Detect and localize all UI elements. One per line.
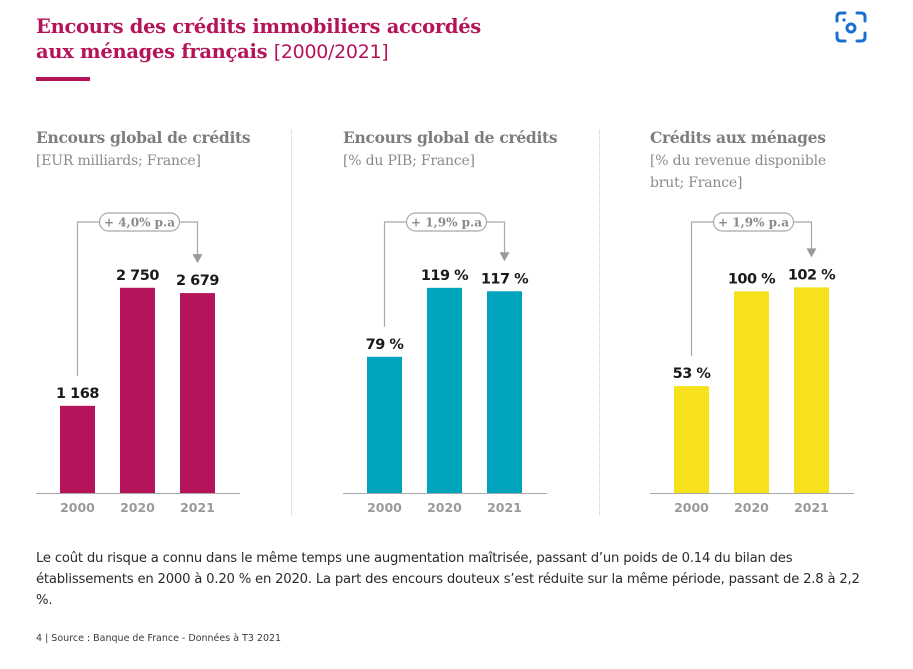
- growth-bracket-right: [793, 221, 813, 251]
- panel-3-subtitle-line-1: [% du revenue disponible: [650, 153, 827, 169]
- bar-2000: [367, 356, 402, 493]
- page-title: Encours des crédits immobiliers accordés…: [36, 14, 481, 65]
- value-label-2021: 102 %: [788, 267, 836, 283]
- bar-2000: [60, 405, 95, 493]
- panel-3-title: Crédits aux ménages: [650, 128, 826, 147]
- x-tick-2021: 2021: [487, 500, 522, 515]
- panel-divider-1: [291, 130, 292, 515]
- bar-2021: [794, 287, 829, 493]
- growth-rate-label: + 1,9% p.a: [718, 216, 789, 230]
- growth-bracket-left: [76, 221, 100, 376]
- scan-lens-icon-graphic: [835, 11, 867, 43]
- panel-3-subtitle-line-2: brut; France]: [650, 175, 743, 191]
- growth-pill: [712, 212, 795, 232]
- panel-3-subtitle: [% du revenue disponible brut; France]: [650, 150, 826, 194]
- panel-divider-2: [599, 130, 600, 515]
- growth-rate-label: + 4,0% p.a: [104, 216, 175, 230]
- value-label-2000: 53 %: [673, 366, 712, 382]
- growth-bracket-right: [486, 221, 506, 255]
- growth-pill: [405, 212, 488, 232]
- x-tick-2021: 2021: [794, 500, 829, 515]
- title-line-1: Encours des crédits immobiliers accordés: [36, 15, 481, 38]
- growth-bracket-left: [383, 221, 407, 327]
- title-line-2: aux ménages français: [36, 40, 268, 63]
- bar-2000: [674, 386, 709, 493]
- growth-bracket-right: [179, 221, 199, 257]
- x-tick-2021: 2021: [180, 500, 215, 515]
- source-footnote: 4 | Source : Banque de France - Données …: [36, 633, 282, 644]
- growth-rate-label: + 1,9% p.a: [411, 216, 482, 230]
- title-period: [2000/2021]: [273, 41, 389, 63]
- value-label-2020: 100 %: [728, 271, 776, 287]
- x-tick-2020: 2020: [427, 500, 462, 515]
- arrow-down-icon: [192, 254, 203, 264]
- chart-1-encours-eur: 1 168 2000 2 750 2020 2 679 2021 + 4,0% p.a: [36, 212, 240, 515]
- arrow-down-icon: [499, 252, 510, 262]
- value-label-2020: 2 750: [116, 268, 159, 284]
- bar-2021: [180, 293, 215, 493]
- bar-charts: 1 168 2000 2 750 2020 2 679 2021 + 4,0% p.a 79…: [36, 212, 854, 515]
- bar-2021: [487, 291, 522, 493]
- bar-2020: [734, 291, 769, 493]
- chart-2-encours-pib: 79 % 2000 119 % 2020 117 % 2021 + 1,9% p.a: [343, 212, 547, 515]
- value-label-2020: 119 %: [421, 268, 469, 284]
- bar-2020: [427, 287, 462, 493]
- title-underline: [36, 77, 90, 81]
- arrow-down-icon: [806, 248, 817, 258]
- panel-1-title: Encours global de crédits: [36, 128, 251, 147]
- panel-2-title: Encours global de crédits: [343, 128, 558, 147]
- value-label-2000: 79 %: [366, 337, 405, 353]
- chart-3-credits-menages: 53 % 2000 100 % 2020 102 % 2021 + 1,9% p.a: [650, 212, 854, 515]
- x-tick-2000: 2000: [60, 500, 95, 515]
- panel-2-subtitle: [% du PIB; France]: [343, 153, 475, 169]
- value-label-2000: 1 168: [56, 386, 99, 402]
- growth-bracket-left: [690, 221, 714, 357]
- scan-lens-icon[interactable]: [834, 10, 868, 44]
- body-paragraph: Le coût du risque a connu dans le même t…: [36, 551, 860, 608]
- x-tick-2020: 2020: [120, 500, 155, 515]
- x-tick-2000: 2000: [367, 500, 402, 515]
- value-label-2021: 2 679: [176, 273, 219, 289]
- x-tick-2020: 2020: [734, 500, 769, 515]
- value-label-2021: 117 %: [481, 271, 529, 287]
- growth-pill: [98, 212, 181, 232]
- panel-1-subtitle: [EUR milliards; France]: [36, 153, 201, 169]
- x-tick-2000: 2000: [674, 500, 709, 515]
- bar-2020: [120, 287, 155, 493]
